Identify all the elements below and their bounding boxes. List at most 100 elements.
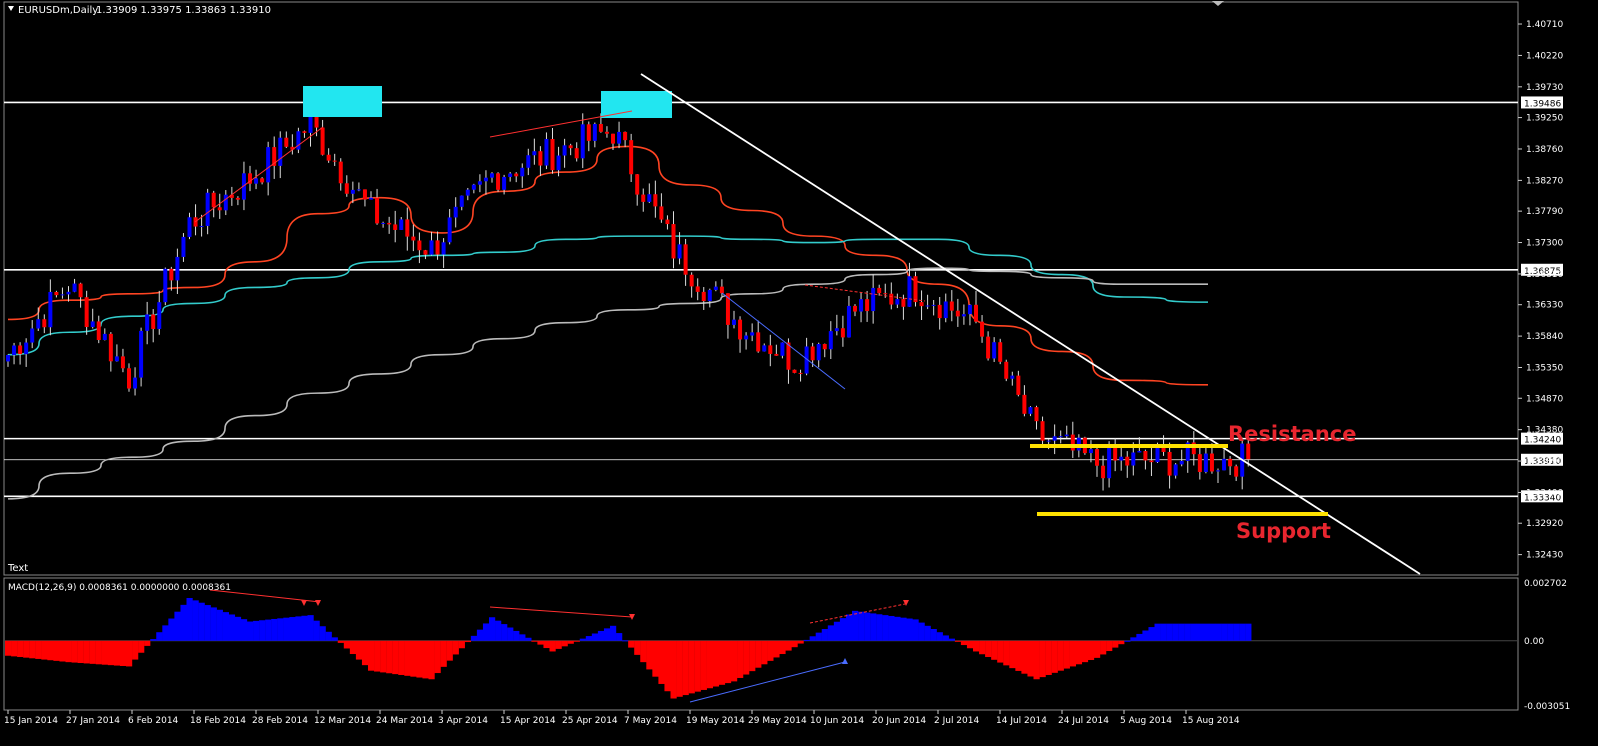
trend-drawings [194,73,1421,575]
candle-body [532,151,537,156]
macd-bar [845,614,853,641]
macd-bar [1057,640,1064,671]
level-price-tag [1521,96,1563,109]
macd-bar [1003,640,1010,666]
macd-bar [313,620,320,641]
candle-body [344,183,349,194]
candle-body [1161,446,1166,452]
candle-body [1113,446,1118,461]
candle-body [423,250,428,255]
macd-bar [422,640,429,679]
candle-body [54,291,59,296]
macd-bar [1190,623,1197,641]
macd-bar [458,640,465,649]
support-label: Support [1236,519,1331,543]
candle-body [967,304,972,315]
candle-body [732,319,736,325]
macd-bar [1178,623,1185,641]
macd-bar [1202,623,1210,641]
macd-bar [1045,640,1052,675]
macd-bar [640,640,647,663]
candle-body [1167,451,1172,476]
macd-bar [1221,623,1228,641]
candle-body [955,310,960,317]
macd-bar [283,617,290,641]
candle-body [871,287,876,312]
candle-body [853,305,857,312]
candle-body [72,283,77,292]
macd-bar [307,615,314,641]
main-panel-frame [3,1,1519,576]
menu-triangle-icon[interactable] [8,6,14,11]
candle-body [381,222,386,224]
candle-body [1125,456,1130,466]
macd-bar [1136,633,1143,641]
macd-bar [1087,640,1095,661]
candle-body [60,294,65,296]
candle-body [840,328,845,338]
level-price-tag-text: 1.33910 [1524,457,1561,467]
macd-bar [634,640,641,655]
macd-bar [815,632,822,641]
macd-bar [821,629,828,641]
candle-body [223,194,228,211]
macd-bar [585,636,592,641]
candle-body [18,345,23,355]
price-tick-label: 1.34380 [1526,426,1563,436]
macd-bar [495,620,502,641]
red-trendline [194,126,324,223]
candle-body [465,189,470,196]
price-tick-label: 1.34870 [1526,394,1563,404]
macd-bar [628,640,635,648]
candle-body [901,299,906,307]
divergence-arrow-icon [301,600,307,606]
macd-bar [737,640,744,678]
macd-bar [289,617,296,641]
price-tick-label: 1.39730 [1526,83,1563,93]
candle-body [302,131,307,133]
candle-body [490,173,494,178]
candle-body [538,151,543,166]
date-tick-label: 24 Jul 2014 [1058,716,1109,726]
macd-bar [567,640,574,644]
scroll-marker-icon[interactable] [1212,1,1224,6]
candle-body [804,346,809,374]
macd-bar [991,640,998,660]
macd-bar [948,638,955,641]
candle-body [459,195,464,207]
candle-body [865,299,870,312]
macd-bar [386,640,393,674]
macd-divergence-line [689,661,846,703]
macd-axis: 0.002702 0.00 -0.003051 [1524,579,1570,712]
macd-bar [380,640,387,673]
macd-bar [882,615,889,641]
candle-body [350,189,355,194]
candle-body [707,289,712,302]
candle-body [272,147,277,166]
date-tick-label: 27 Jan 2014 [66,716,120,726]
macd-bar [954,640,962,642]
candle-body [1143,450,1148,461]
macd-bar [404,640,411,676]
macd-bar [319,626,326,641]
candle-body [1040,421,1045,441]
candle-body [683,244,688,275]
macd-bar [29,640,36,659]
macd-bar [101,640,108,665]
macd-bar [833,621,841,641]
macd-bar [591,633,599,641]
macd-bar [912,619,919,641]
macd-bar [960,640,968,646]
macd-bar [852,610,859,641]
price-tick-label: 1.38270 [1526,176,1563,186]
macd-bar [1239,623,1246,641]
macd-bar [168,618,175,641]
price-tick-label: 1.33890 [1526,457,1563,467]
macd-bar [561,640,568,647]
macd-bar [803,639,810,641]
macd-bar [761,640,768,665]
macd-bar [966,640,974,649]
macd-bar [706,640,713,689]
macd-bar [337,640,344,643]
macd-bar [670,640,677,699]
